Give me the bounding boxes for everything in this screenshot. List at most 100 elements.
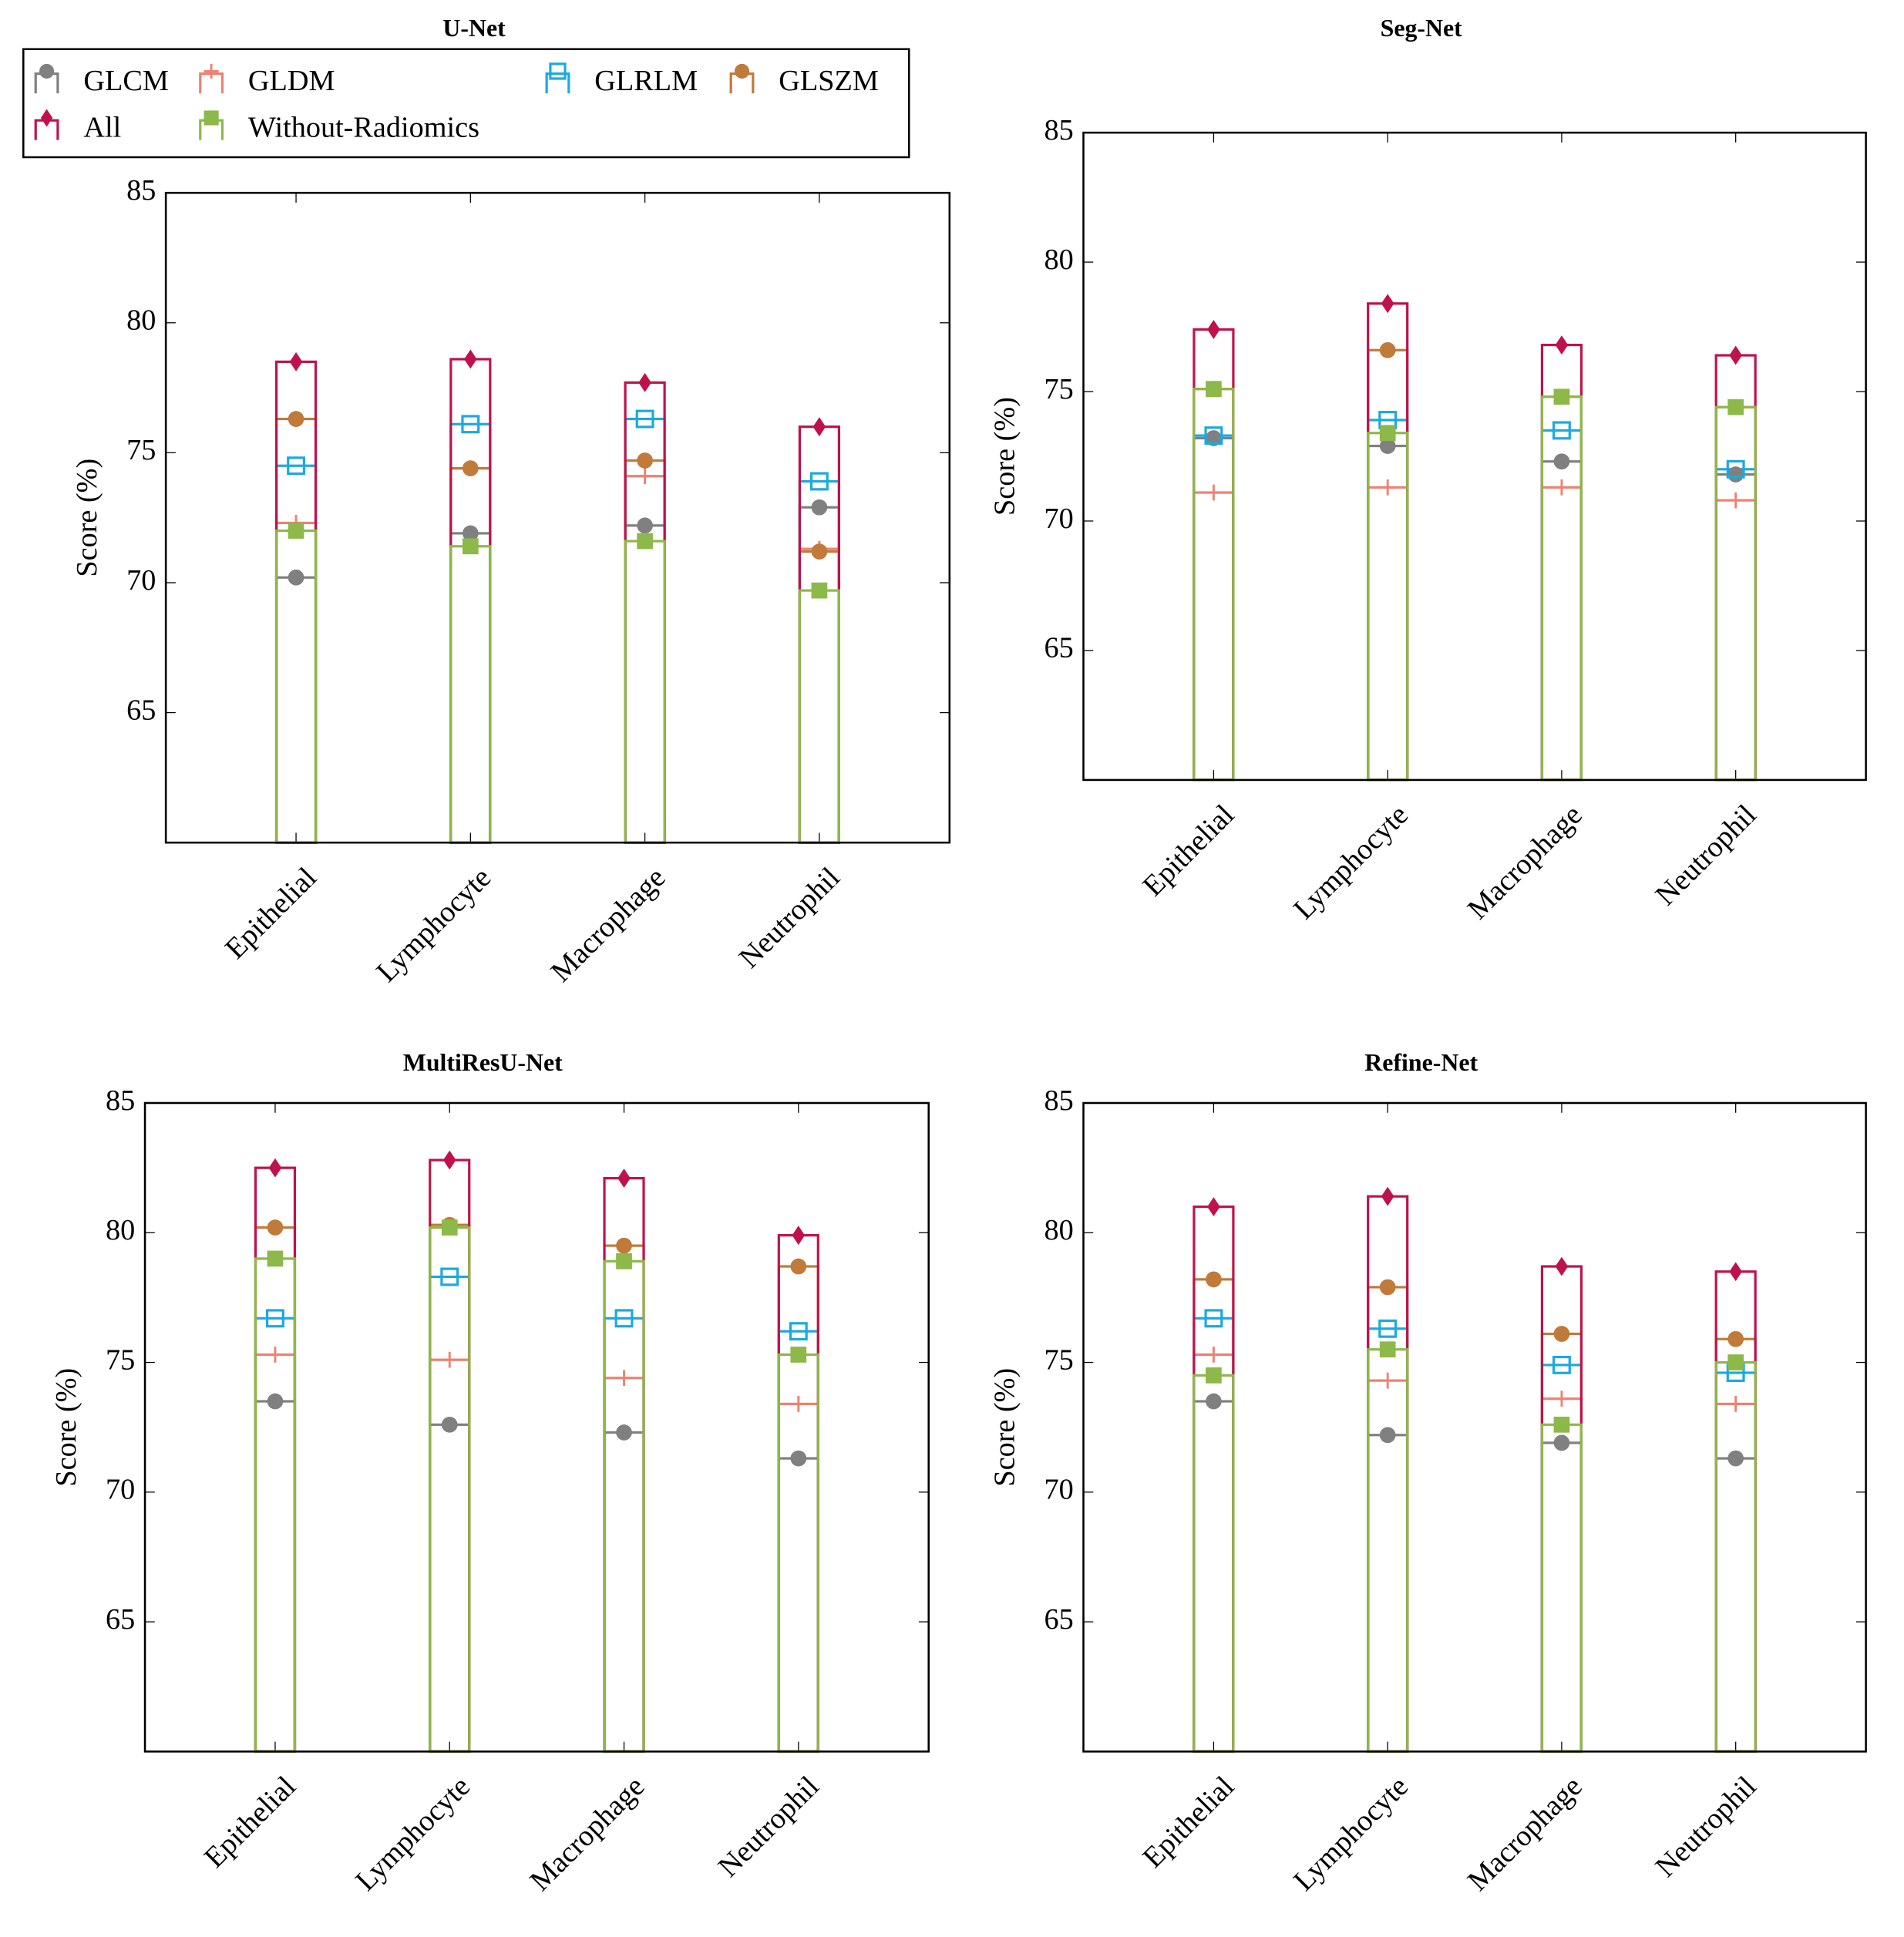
marker <box>267 1393 284 1410</box>
bar <box>1714 1360 1757 1753</box>
legend-label: GLCM <box>83 65 168 97</box>
bar <box>429 1275 471 1753</box>
bar <box>603 1259 645 1753</box>
marker <box>204 110 219 126</box>
marker <box>39 63 55 79</box>
x-tick-label: Macrophage <box>1462 1771 1589 1898</box>
bar <box>798 479 840 844</box>
bar <box>777 1234 819 1753</box>
marker <box>1379 1427 1396 1444</box>
marker <box>1553 1391 1570 1407</box>
marker <box>812 417 826 437</box>
marker <box>1379 341 1396 358</box>
y-tick-label: 70 <box>106 1474 135 1506</box>
plot-frame <box>1082 131 1867 782</box>
x-tick-label: Neutrophil <box>1650 1771 1763 1884</box>
y-tick-label: 80 <box>106 1214 135 1246</box>
x-tick-label: Lymphocyte <box>349 1771 476 1898</box>
bar <box>274 576 318 844</box>
marker <box>1555 1256 1569 1276</box>
marker <box>734 63 750 79</box>
marker <box>1553 1326 1570 1342</box>
marker <box>440 1267 459 1286</box>
marker <box>268 1158 282 1178</box>
bar <box>1193 1353 1235 1753</box>
marker <box>1379 479 1396 496</box>
marker <box>289 351 303 372</box>
bar <box>449 467 492 844</box>
bar <box>1367 1348 1409 1753</box>
marker <box>441 1351 458 1368</box>
marker <box>549 62 567 80</box>
bar <box>429 1159 471 1753</box>
bar <box>798 589 840 844</box>
legend-swatch <box>545 72 570 94</box>
marker <box>1726 459 1745 479</box>
x-tick-label: Epithelial <box>1136 1771 1240 1875</box>
bar <box>603 1431 645 1753</box>
marker <box>1206 1393 1222 1410</box>
marker <box>616 1237 632 1254</box>
legend-label: Without-Radiomics <box>248 112 479 144</box>
y-tick-label: 85 <box>1045 1085 1074 1117</box>
bar <box>1367 302 1409 782</box>
x-tick-label: Lymphocyte <box>1287 1771 1415 1898</box>
marker <box>1727 492 1744 509</box>
bar <box>1714 499 1757 782</box>
bar <box>1714 468 1757 782</box>
y-tick-label: 65 <box>106 1603 135 1636</box>
chart-title: U-Net <box>442 15 506 42</box>
bar <box>449 532 492 844</box>
bar <box>1714 405 1757 782</box>
y-axis-label: Score (%) <box>988 1368 1021 1487</box>
bar <box>254 1317 297 1753</box>
y-axis-label: Score (%) <box>50 1368 82 1487</box>
bar <box>624 381 666 844</box>
y-tick-label: 70 <box>1045 503 1074 535</box>
plot-frame <box>164 191 951 844</box>
x-tick-label: Epithelial <box>219 861 323 965</box>
bar <box>1193 388 1235 782</box>
y-tick-label: 75 <box>1045 373 1074 405</box>
marker <box>1553 388 1570 405</box>
marker <box>1729 345 1742 365</box>
bar <box>777 1457 819 1753</box>
marker <box>1207 1197 1220 1217</box>
marker <box>790 1450 807 1467</box>
marker <box>1552 421 1571 440</box>
marker <box>441 1219 458 1236</box>
marker <box>790 1347 807 1363</box>
marker <box>1379 1279 1396 1296</box>
y-tick-label: 65 <box>1045 632 1074 664</box>
y-axis-label: Score (%) <box>988 397 1021 516</box>
x-tick-label: Epithelial <box>1136 799 1240 903</box>
y-tick-label: 85 <box>1045 114 1074 146</box>
y-tick-label: 75 <box>126 434 156 466</box>
bar <box>1367 348 1409 782</box>
marker <box>1553 479 1570 496</box>
x-tick-label: Lymphocyte <box>1287 799 1415 926</box>
marker <box>637 468 653 485</box>
marker <box>1553 1434 1570 1451</box>
marker <box>1206 430 1222 446</box>
marker <box>464 349 477 369</box>
marker <box>1206 381 1222 398</box>
legend-label: GLSZM <box>779 65 879 97</box>
marker <box>637 517 653 534</box>
bar <box>624 540 666 844</box>
plot-frame <box>143 1101 930 1753</box>
bar <box>254 1400 297 1753</box>
bar <box>1540 1397 1583 1753</box>
marker <box>616 1424 632 1441</box>
marker <box>441 1416 458 1433</box>
bar <box>429 1223 471 1753</box>
bar <box>1193 388 1235 782</box>
x-tick-label: Epithelial <box>198 1771 302 1875</box>
marker <box>637 533 653 550</box>
marker <box>461 415 480 434</box>
marker <box>1555 335 1569 355</box>
marker <box>616 1370 632 1387</box>
x-tick-label: Macrophage <box>1462 799 1589 926</box>
bar <box>1367 1327 1409 1753</box>
